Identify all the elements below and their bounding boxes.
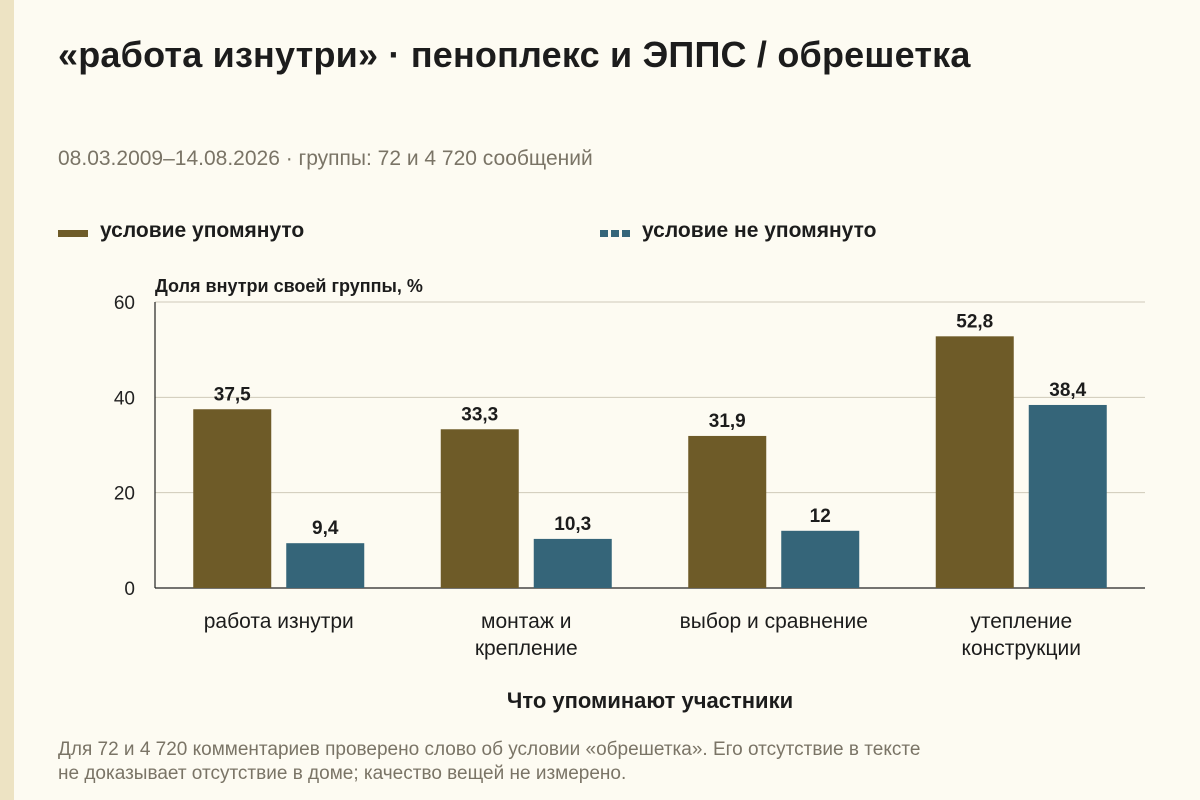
value-label-mentioned: 37,5 <box>214 384 251 405</box>
x-tick-label: выбор и сравнение <box>680 610 868 633</box>
footnote-line-1: Для 72 и 4 720 комментариев проверено сл… <box>58 739 921 760</box>
legend-item-not-mentioned: условие не упомянуто <box>600 219 876 243</box>
bar-not-mentioned <box>533 538 612 588</box>
chart-legend: условие упомянуто условие не упомянуто <box>0 219 1200 249</box>
bar-mentioned <box>193 409 272 588</box>
y-tick-label: 40 <box>114 388 135 409</box>
value-label-mentioned: 52,8 <box>956 311 993 332</box>
y-tick-label: 60 <box>114 293 135 314</box>
bar-not-mentioned <box>1028 404 1107 588</box>
footnote-line-2: не доказывает отсутствие в доме; качеств… <box>58 763 627 784</box>
y-tick-label: 20 <box>114 484 135 505</box>
page-subtitle: 08.03.2009–14.08.2026 · группы: 72 и 4 7… <box>58 147 593 170</box>
x-tick-label: монтаж и <box>481 610 571 633</box>
x-axis-title: Что упоминают участники <box>507 688 793 713</box>
footnote: Для 72 и 4 720 комментариев проверено сл… <box>58 738 1158 786</box>
page-title: «работа изнутри» · пеноплекс и ЭППС / об… <box>58 34 971 75</box>
legend-swatch-mentioned <box>58 229 88 237</box>
bar-mentioned <box>440 429 519 588</box>
value-label-mentioned: 33,3 <box>461 404 498 425</box>
legend-swatch-not-mentioned <box>600 229 630 237</box>
bar-not-mentioned <box>781 530 860 588</box>
bar-not-mentioned <box>286 543 365 588</box>
legend-item-mentioned: условие упомянуто <box>58 219 304 243</box>
value-label-not-mentioned: 10,3 <box>554 514 591 535</box>
value-label-not-mentioned: 9,4 <box>312 518 339 539</box>
left-accent-strip <box>0 0 14 800</box>
value-label-not-mentioned: 38,4 <box>1049 380 1086 401</box>
y-tick-label: 0 <box>124 579 135 600</box>
x-tick-label: работа изнутри <box>204 610 354 633</box>
x-tick-label: крепление <box>475 637 578 660</box>
bar-mentioned <box>935 336 1014 588</box>
x-tick-label: конструкции <box>962 637 1081 660</box>
value-label-not-mentioned: 12 <box>810 506 831 527</box>
bar-mentioned <box>688 435 767 588</box>
x-tick-label: утепление <box>970 610 1072 633</box>
legend-label-not-mentioned: условие не упомянуто <box>642 219 877 242</box>
value-label-mentioned: 31,9 <box>709 411 746 432</box>
legend-label-mentioned: условие упомянуто <box>100 219 305 242</box>
y-axis-title: Доля внутри своей группы, % <box>155 276 423 296</box>
